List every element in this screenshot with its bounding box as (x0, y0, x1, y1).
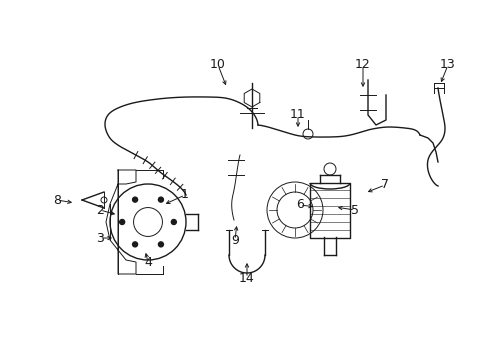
Circle shape (158, 197, 163, 202)
Text: 5: 5 (350, 203, 358, 216)
Text: 14: 14 (239, 271, 254, 284)
Circle shape (158, 242, 163, 247)
Circle shape (171, 220, 176, 225)
Text: 11: 11 (289, 108, 305, 122)
Text: 9: 9 (231, 234, 239, 247)
Text: 10: 10 (210, 58, 225, 72)
Text: 3: 3 (96, 231, 104, 244)
Bar (309, 183, 349, 238)
Text: 12: 12 (354, 58, 370, 72)
Text: 8: 8 (53, 194, 61, 207)
Text: 2: 2 (96, 203, 104, 216)
Text: 4: 4 (144, 256, 152, 269)
Circle shape (132, 197, 137, 202)
Text: 7: 7 (380, 179, 388, 192)
Circle shape (132, 242, 137, 247)
Text: 6: 6 (295, 198, 304, 211)
Text: 13: 13 (439, 58, 455, 72)
Circle shape (120, 220, 124, 225)
Text: 1: 1 (181, 189, 188, 202)
